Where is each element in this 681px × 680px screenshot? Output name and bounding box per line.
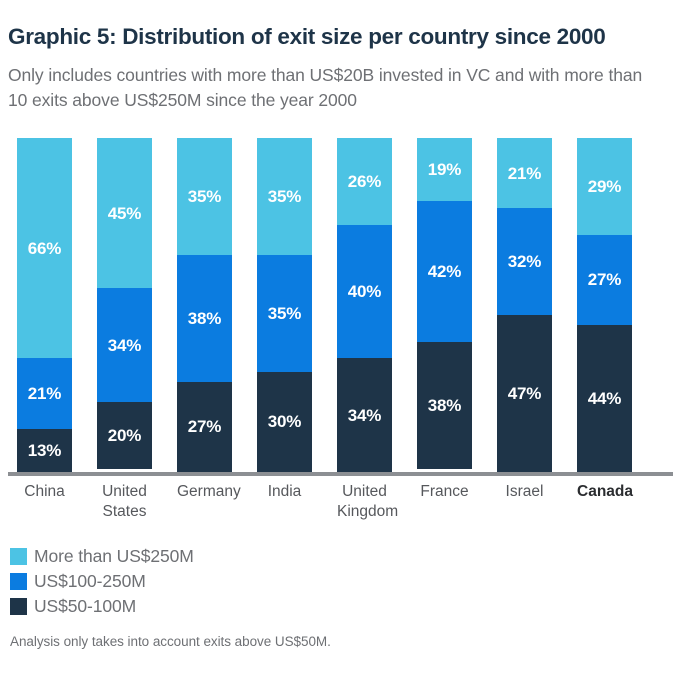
legend-item[interactable]: US$100-250M (10, 570, 194, 593)
stacked-bar[interactable]: 66% 21% 13% (17, 138, 72, 472)
bar-segment-value-label: 47% (507, 383, 542, 403)
bar-segment[interactable]: 45% (97, 138, 152, 289)
bar-segment[interactable]: 20% (97, 401, 152, 469)
bar-segment[interactable]: 19% (417, 138, 472, 202)
bar-segment[interactable]: 38% (417, 341, 472, 469)
bar-segment[interactable]: 34% (97, 288, 152, 402)
legend-item[interactable]: US$50-100M (10, 595, 194, 618)
bar-segment[interactable]: 47% (497, 315, 552, 472)
legend-swatch-icon (10, 598, 27, 615)
bar-segment-value-label: 21% (507, 163, 542, 183)
bar-segment[interactable]: 27% (177, 381, 232, 472)
bar-segment-value-label: 32% (507, 252, 542, 272)
stacked-bar[interactable]: 26% 40% 34% (337, 138, 392, 472)
bar-segment[interactable]: 30% (257, 371, 312, 472)
x-axis-label: United States (102, 483, 147, 521)
bar-segment-value-label: 38% (427, 395, 462, 415)
x-axis-label: India (267, 483, 302, 500)
bar-segment-value-label: 35% (267, 303, 302, 323)
bar-segment[interactable]: 35% (177, 138, 232, 255)
bar-segment-value-label: 19% (427, 160, 462, 180)
legend-item-label: US$50-100M (34, 595, 137, 616)
bar-segment-value-label: 34% (347, 405, 382, 425)
legend-item-label: More than US$250M (34, 545, 194, 566)
x-axis-label: Germany (177, 483, 241, 500)
bar-segment[interactable]: 27% (577, 234, 632, 326)
x-axis-label: Canada (577, 483, 633, 500)
legend-item-label: US$100-250M (34, 570, 146, 591)
bar-segment-value-label: 27% (587, 270, 622, 290)
bar-segment-value-label: 35% (267, 186, 302, 206)
stacked-bar[interactable]: 19% 42% 38% (417, 138, 472, 472)
bar-segment-value-label: 44% (587, 389, 622, 408)
bar-segment-value-label: 29% (587, 176, 622, 196)
bar-segment-value-label: 21% (27, 384, 62, 403)
stacked-bar[interactable]: 21% 32% 47% (497, 138, 552, 472)
x-axis-label: United Kingdom (337, 483, 399, 521)
x-axis-label: France (420, 483, 469, 500)
plot-area: 66% 21% 13% 45% 34% 20% 35% 38% 27% 35% 35% 30% 26% 4… (0, 138, 681, 476)
bar-segment[interactable]: 21% (497, 138, 552, 209)
bar-segment[interactable]: 38% (177, 254, 232, 382)
bar-segment[interactable]: 26% (337, 138, 392, 225)
x-axis-line (8, 472, 673, 476)
legend-swatch-icon (10, 548, 27, 565)
bar-segment[interactable]: 34% (337, 358, 392, 472)
bar-segment-value-label: 34% (107, 335, 142, 355)
x-axis-label: Israel (505, 483, 544, 500)
bar-segment[interactable]: 40% (337, 224, 392, 359)
bar-segment-value-label: 38% (187, 308, 222, 328)
stacked-bar[interactable]: 29% 27% 44% (577, 138, 632, 472)
page-title: Graphic 5: Distribution of exit size per… (8, 24, 606, 49)
bar-segment-value-label: 20% (107, 425, 142, 445)
bar-segment[interactable]: 35% (257, 254, 312, 372)
bar-segment-value-label: 30% (267, 412, 302, 432)
bar-segment-value-label: 13% (27, 440, 62, 460)
bar-segment-value-label: 66% (27, 238, 62, 258)
bar-segment-value-label: 45% (107, 203, 142, 223)
bar-segment[interactable]: 42% (417, 201, 472, 342)
chart-subtitle: Only includes countries with more than U… (8, 65, 643, 111)
bar-segment[interactable]: 32% (497, 208, 552, 315)
chart-footnote: Analysis only takes into account exits a… (10, 634, 331, 649)
bar-segment[interactable]: 35% (257, 138, 312, 255)
legend-item[interactable]: More than US$250M (10, 545, 194, 568)
bar-segment[interactable]: 29% (577, 138, 632, 235)
legend-swatch-icon (10, 573, 27, 590)
bar-segment-value-label: 27% (187, 417, 222, 437)
x-axis-category-labels: China United States Germany India United Kin… (17, 482, 665, 522)
bar-segment[interactable]: 44% (577, 325, 632, 472)
bar-segment-value-label: 40% (347, 282, 382, 302)
bar-segment-value-label: 42% (427, 262, 462, 282)
stacked-bar[interactable]: 45% 34% 20% (97, 138, 152, 472)
bar-segment[interactable]: 21% (17, 358, 72, 429)
bar-segment-value-label: 35% (187, 186, 222, 206)
stacked-bar[interactable]: 35% 38% 27% (177, 138, 232, 472)
bar-segment[interactable]: 13% (17, 428, 72, 472)
stacked-bar-group: 66% 21% 13% 45% 34% 20% 35% 38% 27% 35% 35% 30% 26% 4… (17, 138, 665, 472)
bar-segment-value-label: 26% (347, 171, 382, 191)
x-axis-label: China (24, 483, 65, 500)
bar-segment[interactable]: 66% (17, 138, 72, 359)
chart-legend: More than US$250M US$100-250M US$50-100M (10, 545, 194, 620)
stacked-bar[interactable]: 35% 35% 30% (257, 138, 312, 472)
